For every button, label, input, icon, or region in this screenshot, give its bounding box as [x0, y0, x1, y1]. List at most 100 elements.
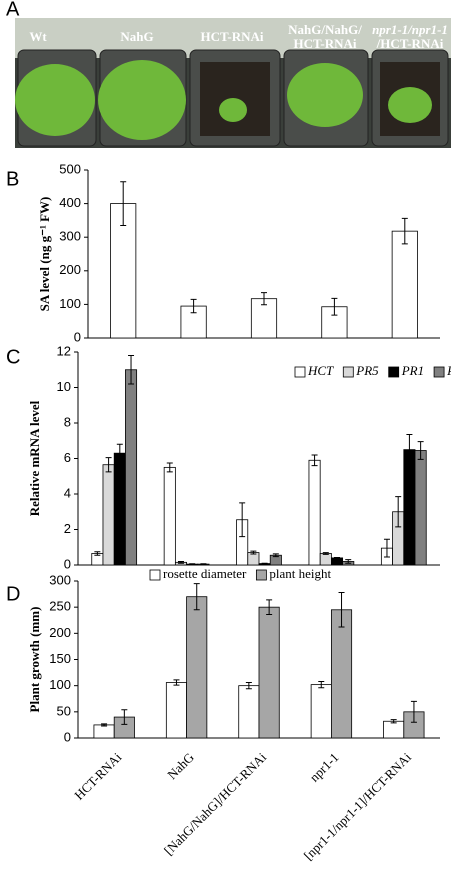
- error-bar: [261, 562, 268, 565]
- y-tick-label: 300: [59, 229, 81, 244]
- y-tick-label: 4: [64, 485, 71, 500]
- error-bar: [116, 443, 123, 463]
- error-bar: [331, 297, 338, 316]
- panel-letter: C: [6, 346, 20, 368]
- error-bar: [322, 552, 329, 555]
- y-tick-label: 0: [64, 556, 71, 571]
- y-tick-label: 500: [59, 161, 81, 176]
- bar: [125, 369, 138, 566]
- photo-label: /HCT-RNAi: [376, 36, 444, 51]
- panel-letter: D: [6, 583, 20, 605]
- error-bar: [417, 441, 424, 460]
- y-tick-label: 8: [64, 414, 71, 429]
- error-bar: [345, 559, 352, 564]
- x-tick-label: NahG: [164, 750, 197, 783]
- legend-swatch: [342, 366, 354, 378]
- error-bar: [390, 719, 397, 724]
- error-bar: [101, 723, 108, 727]
- photo-label: HCT-RNAi: [200, 29, 263, 44]
- y-tick-label: 150: [49, 651, 71, 666]
- legend-label: plant height: [269, 566, 331, 581]
- error-bar: [239, 502, 246, 538]
- bar: [414, 450, 427, 566]
- y-tick-label: 250: [49, 599, 71, 614]
- plant: [219, 98, 247, 122]
- error-bar: [266, 599, 273, 615]
- photo: A: [6, 0, 451, 148]
- legend-label: PR1: [401, 363, 424, 378]
- legend-swatch: [294, 366, 306, 378]
- y-tick-label: 200: [59, 262, 81, 277]
- bar: [110, 203, 137, 339]
- error-bar: [410, 700, 417, 723]
- y-axis-title: Relative mRNA level: [27, 400, 42, 516]
- y-tick-label: 10: [57, 379, 71, 394]
- error-bar: [318, 680, 325, 689]
- y-tick-label: 50: [57, 703, 71, 718]
- y-tick-label: 6: [64, 450, 71, 465]
- bar: [113, 452, 126, 566]
- panel-letter: B: [6, 168, 19, 190]
- photo-label: HCT-RNAi: [293, 36, 356, 51]
- error-bar: [250, 550, 257, 555]
- y-axis-title: SA level (ng g⁻¹ FW): [37, 197, 52, 312]
- bar: [403, 449, 416, 566]
- error-bar: [173, 679, 180, 686]
- bar: [165, 682, 188, 739]
- error-bar: [190, 298, 197, 314]
- bar: [319, 553, 332, 566]
- plant: [388, 87, 432, 123]
- error-bar: [94, 551, 101, 556]
- error-bar: [120, 181, 127, 226]
- y-tick-label: 200: [49, 625, 71, 640]
- legend-swatch: [255, 569, 267, 581]
- bar: [238, 685, 260, 739]
- y-tick-label: 0: [64, 729, 71, 744]
- error-bar: [311, 454, 318, 467]
- photo-label: NahG: [120, 29, 153, 44]
- y-tick-label: 0: [74, 329, 81, 344]
- legend-label: PR5: [355, 363, 379, 378]
- legend-swatch: [149, 569, 161, 581]
- bar: [102, 464, 115, 566]
- error-bar: [272, 553, 279, 558]
- bar: [330, 609, 353, 739]
- plant: [98, 60, 186, 140]
- x-tick-label: HCT-RNAi: [71, 749, 124, 802]
- error-bar: [121, 709, 128, 725]
- bar: [93, 724, 115, 739]
- bar: [391, 230, 418, 339]
- x-tick-label: npr1-1: [307, 750, 342, 785]
- y-tick-label: 400: [59, 195, 81, 210]
- plant: [15, 64, 95, 136]
- error-bar: [177, 560, 184, 564]
- error-bar: [193, 583, 200, 611]
- y-tick-label: 12: [57, 343, 71, 358]
- y-tick-label: 2: [64, 521, 71, 536]
- photo-label: npr1-1/npr1-1: [372, 22, 448, 37]
- bar: [330, 557, 344, 566]
- panel-letter: A: [6, 0, 20, 20]
- error-bar: [334, 557, 341, 559]
- bar: [163, 466, 176, 566]
- error-bar: [189, 563, 196, 565]
- legend-label: PR2: [446, 363, 451, 378]
- y-tick-label: 100: [49, 677, 71, 692]
- error-bar: [128, 355, 135, 385]
- y-axis-title: Plant growth (mm): [27, 607, 42, 713]
- photo-label: Wt: [29, 29, 47, 44]
- error-bar: [166, 462, 173, 473]
- bar: [250, 298, 278, 339]
- bar: [383, 720, 405, 739]
- error-bar: [401, 217, 408, 245]
- legend-label: rosette diameter: [163, 566, 247, 581]
- error-bar: [383, 538, 390, 558]
- legend-label: HCT: [307, 363, 334, 378]
- legend-swatch: [388, 366, 400, 378]
- bar: [258, 606, 280, 739]
- error-bar: [406, 434, 413, 466]
- error-bar: [105, 457, 112, 473]
- y-tick-label: 300: [49, 572, 71, 587]
- photo-label: NahG/NahG/: [288, 22, 362, 37]
